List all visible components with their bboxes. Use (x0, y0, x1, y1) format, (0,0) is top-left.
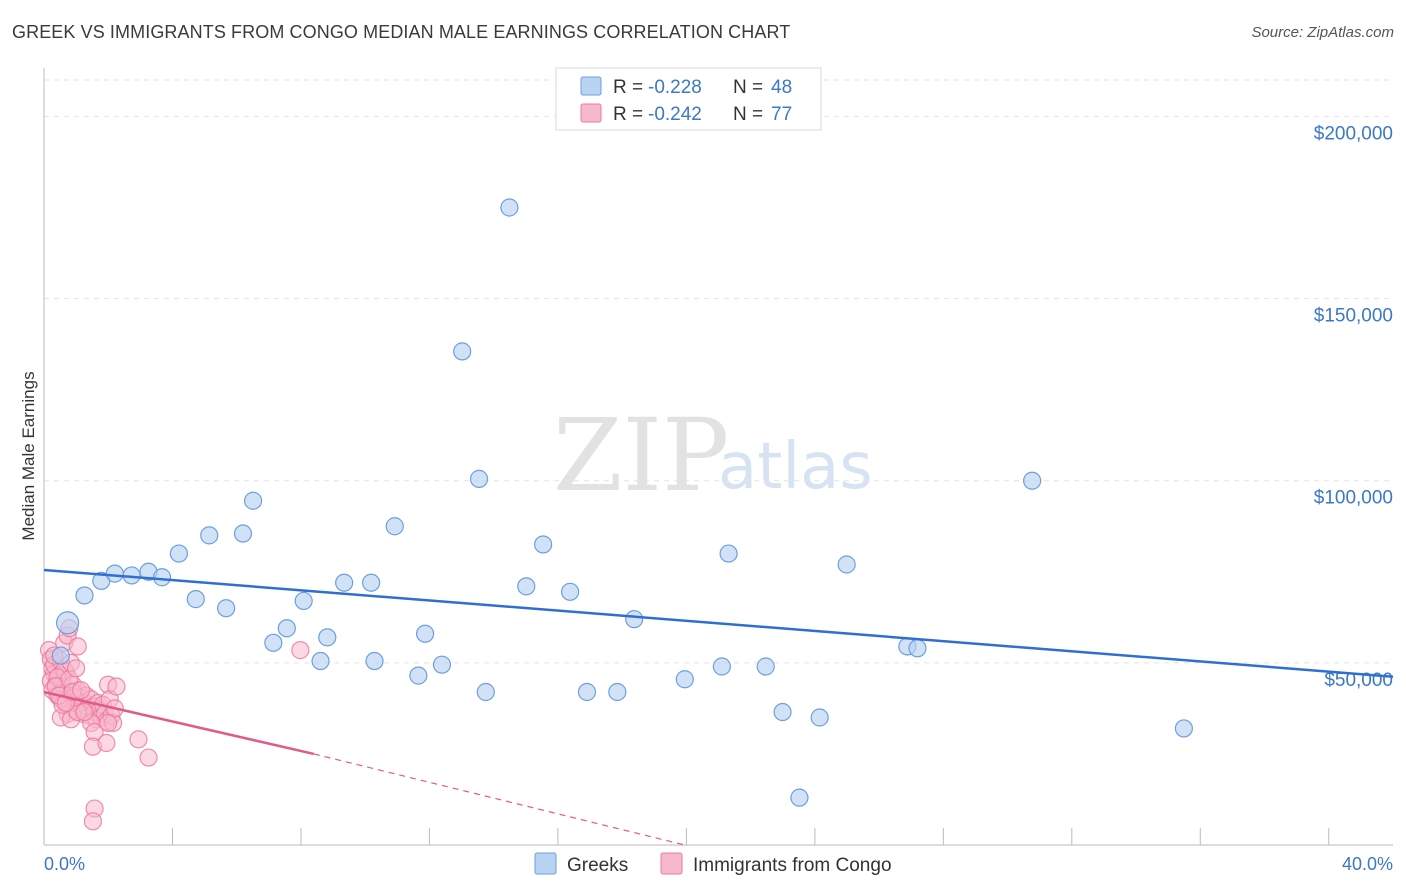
congo-point (68, 637, 87, 656)
greek-point (318, 628, 337, 647)
congo-point (83, 812, 103, 831)
congo-point (71, 681, 91, 700)
greek-point (908, 639, 927, 658)
y-tick-label: $100,000 (1314, 488, 1393, 509)
greek-point (810, 708, 829, 727)
greek-point (577, 682, 597, 702)
congo-points (39, 619, 310, 831)
greek-point (243, 491, 263, 510)
legend-r-value-congo: -0.242 (648, 104, 702, 125)
congo-trend-extension (313, 753, 685, 846)
greek-point (217, 599, 236, 618)
greek-point (233, 524, 253, 543)
congo-point (75, 702, 94, 722)
legend-n-value-congo: 77 (771, 104, 792, 125)
congo-point (98, 713, 118, 733)
bottom-legend-label-greeks: Greeks (567, 855, 628, 876)
legend-n-value-greeks: 48 (771, 77, 792, 98)
greek-point (75, 586, 94, 605)
greek-point (105, 564, 124, 583)
greek-point (362, 573, 381, 592)
x-tick-label-max: 40.0% (1342, 854, 1393, 874)
greek-point (534, 535, 553, 554)
greek-point (186, 590, 205, 609)
greek-point (712, 657, 731, 676)
greek-point (790, 788, 809, 807)
greek-point (152, 568, 172, 587)
greek-point (561, 582, 580, 601)
bottom-legend-label-congo: Immigrants from Congo (693, 855, 892, 876)
x-tick-label-min: 0.0% (44, 854, 85, 874)
greek-point (773, 702, 792, 722)
greek-point (294, 591, 313, 611)
congo-trend-line (43, 690, 315, 756)
greek-point (409, 666, 428, 685)
greek-point (756, 657, 775, 676)
trend-lines (43, 568, 1394, 846)
source-label: Source: ZipAtlas.com (1251, 24, 1394, 41)
legend-r-label-congo: R = (613, 104, 643, 125)
bottom-legend-swatch-congo (660, 852, 683, 875)
greek-points (51, 198, 1194, 807)
legend-swatch-congo (580, 103, 602, 123)
congo-point (129, 730, 148, 749)
y-tick-label: $150,000 (1314, 306, 1393, 327)
legend-n-label-greeks: N = (733, 77, 763, 98)
greek-point (335, 573, 354, 592)
greek-point (365, 651, 384, 671)
greek-point (1023, 471, 1042, 490)
greek-point (837, 555, 856, 574)
legend-r-label-greeks: R = (613, 77, 643, 98)
congo-point (139, 748, 158, 767)
greek-point (453, 342, 472, 361)
legend-top: R = -0.228 N = 48 R = -0.242 N = 77 (555, 67, 822, 131)
greek-point (311, 651, 330, 671)
watermark-zip: ZIP (553, 397, 729, 514)
greek-point (675, 670, 694, 689)
bottom-legend-swatch-greeks (534, 852, 557, 875)
greek-point (719, 544, 738, 563)
greek-point (1174, 719, 1194, 738)
legend-swatch-greeks (580, 76, 602, 96)
greek-point (264, 633, 283, 652)
greek-point (51, 646, 70, 665)
greek-point (385, 517, 404, 536)
greek-point (608, 682, 627, 702)
congo-point (291, 641, 310, 660)
y-tick-label: $200,000 (1314, 123, 1393, 144)
congo-point (107, 677, 126, 696)
legend-n-label-congo: N = (733, 104, 763, 125)
congo-point (66, 659, 86, 678)
watermark-atlas: atlas (718, 430, 873, 504)
greek-point (277, 619, 296, 638)
greek-point (415, 624, 435, 643)
congo-point (97, 733, 116, 753)
greek-point (500, 198, 519, 217)
greek-point (469, 469, 489, 488)
x-axis-ticks (43, 828, 1330, 845)
greeks-trend-line (43, 568, 1394, 678)
gridlines (44, 79, 1393, 664)
greek-point (432, 655, 452, 674)
greek-point (476, 682, 495, 702)
y-tick-labels: $50,000$100,000$150,000$200,000 (1314, 123, 1393, 690)
greek-point (200, 526, 219, 545)
legend-bottom: Greeks Immigrants from Congo (534, 852, 892, 876)
legend-r-value-greeks: -0.228 (648, 77, 702, 98)
greek-point (625, 610, 644, 629)
y-axis-label: Median Male Earnings (19, 371, 38, 540)
greek-point (517, 577, 536, 596)
greek-point (169, 544, 188, 563)
greek-point (56, 611, 80, 635)
chart-title: GREEK VS IMMIGRANTS FROM CONGO MEDIAN MA… (12, 22, 791, 42)
